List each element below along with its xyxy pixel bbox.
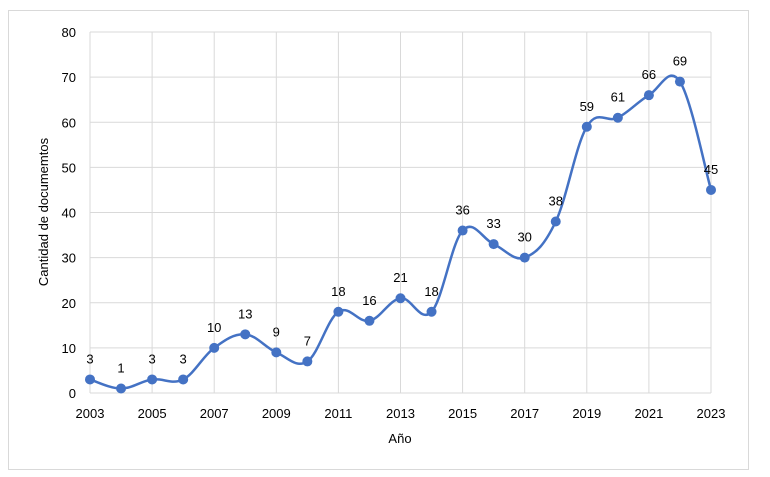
- x-tick-label: 2013: [386, 406, 415, 421]
- x-tick-label: 2011: [324, 406, 352, 421]
- y-axis-title: Cantidad de documemtos: [36, 137, 51, 286]
- x-axis-ticks: 2003 2005 2007 2009 2011 2013 2015 2017 2019 2021…: [76, 406, 726, 421]
- data-point: [426, 306, 437, 317]
- data-point: [519, 252, 530, 263]
- x-tick-label: 2009: [262, 406, 291, 421]
- y-tick-label: 60: [62, 115, 76, 130]
- data-label: 10: [207, 320, 221, 335]
- data-label: 36: [455, 203, 469, 218]
- data-label: 3: [86, 351, 93, 366]
- data-point: [147, 374, 158, 385]
- data-point: [457, 225, 468, 236]
- y-tick-label: 80: [62, 25, 76, 40]
- data-point: [488, 239, 499, 250]
- series-layer: [85, 74, 716, 394]
- data-label: 69: [673, 54, 687, 69]
- data-point: [581, 121, 592, 132]
- data-point: [674, 76, 685, 87]
- y-tick-label: 10: [62, 341, 76, 356]
- data-point: [395, 293, 406, 304]
- x-tick-label: 2017: [510, 406, 539, 421]
- x-tick-label: 2021: [634, 406, 663, 421]
- y-tick-label: 20: [62, 296, 76, 311]
- data-point: [116, 383, 127, 394]
- x-tick-label: 2003: [76, 406, 105, 421]
- y-tick-label: 40: [62, 206, 76, 221]
- x-tick-label: 2005: [138, 406, 167, 421]
- data-label: 1: [117, 360, 124, 375]
- data-label: 3: [180, 351, 187, 366]
- data-label: 30: [517, 230, 531, 245]
- y-tick-label: 50: [62, 160, 76, 175]
- x-axis-title: Año: [388, 431, 411, 446]
- y-axis-ticks: 0 10 20 30 40 50 60 70 80: [62, 25, 76, 401]
- data-point: [178, 374, 189, 385]
- data-label: 18: [331, 284, 345, 299]
- data-point: [240, 329, 251, 340]
- data-point: [364, 315, 375, 326]
- data-point: [706, 184, 716, 195]
- data-label: 59: [580, 99, 594, 114]
- data-point: [612, 112, 623, 123]
- data-label: 7: [304, 333, 311, 348]
- data-label: 38: [549, 194, 563, 209]
- data-label: 45: [704, 162, 718, 177]
- data-label: 66: [642, 67, 656, 82]
- x-tick-label: 2019: [572, 406, 601, 421]
- data-label: 21: [393, 270, 407, 285]
- y-tick-label: 0: [69, 386, 76, 401]
- data-label: 9: [273, 324, 280, 339]
- data-point: [333, 306, 344, 317]
- data-label: 13: [238, 306, 252, 321]
- data-label: 33: [486, 216, 500, 231]
- x-tick-label: 2023: [697, 406, 726, 421]
- data-point: [550, 216, 561, 227]
- data-label: 18: [424, 284, 438, 299]
- data-point: [85, 374, 95, 385]
- data-label: 16: [362, 293, 376, 308]
- data-point: [643, 90, 654, 101]
- data-point: [209, 342, 220, 353]
- x-tick-label: 2015: [448, 406, 477, 421]
- y-tick-label: 70: [62, 70, 76, 85]
- data-point: [271, 347, 282, 358]
- data-label: 61: [611, 90, 625, 105]
- gridlines: [89, 31, 712, 394]
- y-tick-label: 30: [62, 251, 76, 266]
- data-point: [302, 356, 313, 367]
- data-label: 3: [148, 351, 155, 366]
- x-tick-label: 2007: [200, 406, 229, 421]
